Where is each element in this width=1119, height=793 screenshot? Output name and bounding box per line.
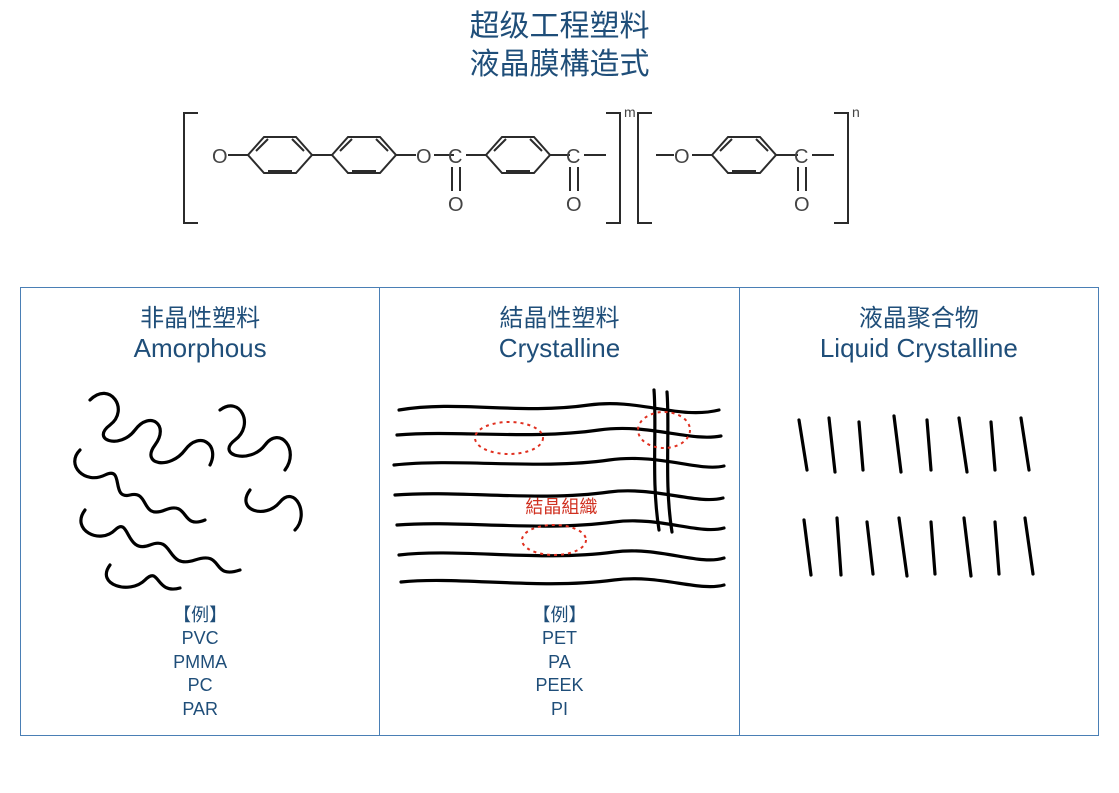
panel1-title-en: Amorphous — [134, 333, 267, 364]
amorphous-sketch — [50, 370, 350, 600]
panel1-ex-2: PC — [173, 674, 227, 697]
panel2-examples-header: 【例】 — [532, 604, 586, 627]
panel2-examples: 【例】 PET PA PEEK PI — [532, 604, 586, 721]
panel1-ex-3: PAR — [173, 698, 227, 721]
panel2-annotation: 結晶組織 — [525, 493, 597, 519]
svg-text:m: m — [624, 104, 636, 120]
title-line-2: 液晶膜構造式 — [0, 46, 1119, 84]
chemical-structure: O O C O — [0, 95, 1119, 255]
svg-text:O: O — [794, 194, 810, 216]
svg-text:n: n — [852, 104, 860, 120]
svg-text:O: O — [212, 146, 228, 168]
panel3-title-cn: 液晶聚合物 — [859, 298, 979, 333]
panel2-ex-0: PET — [532, 627, 586, 650]
liquid-crystalline-sketch — [759, 370, 1079, 630]
panel1-ex-1: PMMA — [173, 651, 227, 674]
svg-text:O: O — [566, 194, 582, 216]
panel1-title-cn: 非晶性塑料 — [140, 298, 260, 333]
main-title: 超级工程塑料 液晶膜構造式 — [0, 0, 1119, 83]
panel3-title-en: Liquid Crystalline — [820, 333, 1018, 364]
title-line-1: 超级工程塑料 — [0, 8, 1119, 46]
svg-text:O: O — [674, 146, 690, 168]
svg-text:O: O — [448, 194, 464, 216]
polymer-structure-svg: O O C O — [150, 95, 970, 255]
panel2-ex-2: PEEK — [532, 674, 586, 697]
svg-text:C: C — [448, 146, 462, 168]
crystalline-sketch — [389, 370, 729, 600]
svg-text:C: C — [566, 146, 580, 168]
panel2-title-en: Crystalline — [499, 333, 620, 364]
svg-text:O: O — [416, 146, 432, 168]
svg-text:C: C — [794, 146, 808, 168]
panel-crystalline: 結晶性塑料 Crystalline 結晶組織 — [380, 288, 739, 735]
panel-row: 非晶性塑料 Amorphous 【例】 PVC PMMA PC PAR 結晶性塑… — [20, 287, 1099, 736]
panel2-title-cn: 結晶性塑料 — [499, 298, 619, 333]
panel2-ex-3: PI — [532, 698, 586, 721]
panel-liquid-crystalline: 液晶聚合物 Liquid Crystalline — [740, 288, 1098, 735]
panel1-ex-0: PVC — [173, 627, 227, 650]
panel2-ex-1: PA — [532, 651, 586, 674]
panel-amorphous: 非晶性塑料 Amorphous 【例】 PVC PMMA PC PAR — [21, 288, 380, 735]
panel1-examples: 【例】 PVC PMMA PC PAR — [173, 604, 227, 721]
panel1-examples-header: 【例】 — [173, 604, 227, 627]
